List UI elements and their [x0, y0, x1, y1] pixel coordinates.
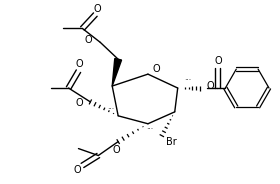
Text: ···: ··· [107, 105, 114, 114]
Text: O: O [112, 145, 120, 155]
Text: O: O [152, 64, 160, 74]
Text: O: O [74, 165, 81, 175]
Text: O: O [214, 56, 222, 66]
Text: Br: Br [166, 137, 177, 147]
Text: O: O [94, 4, 101, 14]
Text: ···: ··· [184, 77, 191, 86]
Text: O: O [206, 81, 214, 91]
Text: O: O [85, 35, 92, 45]
Text: O: O [76, 98, 83, 108]
Text: O: O [76, 59, 83, 69]
Polygon shape [112, 59, 122, 86]
Text: ···: ··· [146, 125, 153, 134]
